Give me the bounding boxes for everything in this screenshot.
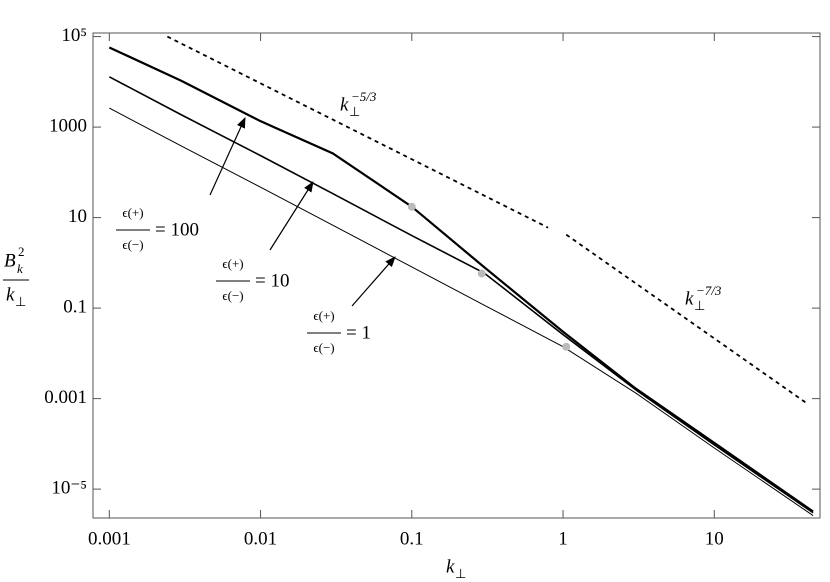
marker	[562, 342, 571, 351]
marker	[407, 202, 416, 211]
reference-label-sub: ⊥	[349, 104, 360, 119]
reference-label-sup: −5/3	[351, 89, 377, 104]
series-line	[109, 107, 814, 517]
reference-label-sup: −7/3	[696, 283, 722, 298]
series-label-denominator: ϵ(−)	[222, 288, 243, 303]
x-tick-label: 0.001	[88, 528, 131, 549]
y-label-sub: k	[17, 261, 23, 276]
reference-label-base: k	[340, 94, 349, 115]
series-label-numerator: ϵ(+)	[222, 256, 243, 271]
series-label-denominator: ϵ(−)	[313, 340, 334, 355]
y-tick-label: 10⁵	[61, 25, 87, 46]
reference-line	[565, 233, 810, 406]
x-axis-label-sub: ⊥	[455, 566, 466, 581]
reference-label: k ⊥−7/3	[685, 283, 722, 313]
y-label-den-sub: ⊥	[15, 294, 26, 309]
series-line	[108, 46, 814, 513]
y-label-base: B	[4, 250, 16, 271]
x-tick-label: 10	[705, 528, 724, 549]
reference-label: k ⊥−5/3	[340, 89, 377, 119]
x-tick-label: 0.1	[400, 528, 424, 549]
x-axis-label: k ⊥	[446, 556, 466, 581]
reference-line	[166, 35, 549, 229]
y-label-den-base: k	[6, 284, 15, 305]
series-label-numerator: ϵ(+)	[313, 308, 334, 323]
reference-label-sub: ⊥	[694, 298, 705, 313]
annotation-arrow	[209, 117, 246, 196]
annotation-arrow	[269, 181, 314, 251]
y-label-sup: 2	[18, 244, 25, 259]
series-label-text: = 1	[346, 322, 371, 343]
marker	[477, 269, 486, 278]
reference-label-base: k	[685, 288, 694, 309]
series-line	[108, 76, 814, 514]
x-tick-label: 0.01	[244, 528, 277, 549]
y-tick-label: 10⁻⁵	[51, 477, 87, 498]
annotation-arrow	[351, 256, 396, 307]
y-tick-label: 10	[68, 206, 87, 227]
series-label-numerator: ϵ(+)	[122, 205, 143, 220]
y-tick-label: 0.1	[63, 296, 87, 317]
y-tick-label: 0.001	[44, 387, 87, 408]
series-label-text: = 10	[255, 270, 289, 291]
x-tick-label: 1	[558, 528, 568, 549]
series-label-denominator: ϵ(−)	[122, 237, 143, 252]
x-axis-label-base: k	[446, 556, 455, 577]
series-label-text: = 100	[155, 219, 199, 240]
y-tick-label: 1000	[49, 115, 87, 136]
plot-frame	[92, 32, 821, 519]
